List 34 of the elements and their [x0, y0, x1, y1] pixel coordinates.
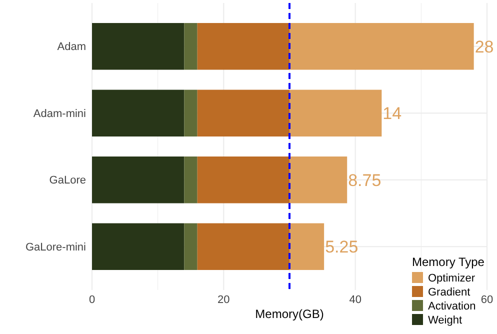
- bar: [92, 23, 184, 70]
- legend-label: Gradient: [428, 286, 470, 298]
- y-tick-label: GaLore: [49, 174, 86, 187]
- bar: [290, 90, 382, 136]
- bar: [290, 223, 324, 270]
- bar: [184, 90, 198, 136]
- data-label: 5.25: [325, 238, 358, 257]
- y-tick-label: Adam-mini: [33, 108, 86, 120]
- legend-label: Optimizer: [428, 272, 476, 284]
- bar: [197, 223, 290, 270]
- x-axis-title: Memory(GB): [255, 307, 324, 321]
- x-tick-label: 60: [480, 294, 494, 306]
- y-tick-label: Adam: [57, 41, 86, 54]
- data-label: 14: [382, 104, 402, 124]
- y-tick-label: GaLore-mini: [25, 241, 86, 254]
- bar: [290, 23, 474, 70]
- bar: [92, 156, 184, 204]
- bar: [197, 156, 290, 204]
- x-tick-label: 20: [218, 294, 230, 306]
- bar: [184, 223, 198, 270]
- legend-title: Memory Type: [412, 255, 485, 269]
- x-tick-label: 0: [88, 294, 96, 306]
- legend-label: Activation: [428, 300, 476, 312]
- bar: [184, 23, 198, 70]
- bar: [290, 156, 348, 204]
- bar: [92, 90, 184, 136]
- data-label: 8.75: [348, 170, 382, 190]
- legend-label: Weight: [428, 314, 462, 326]
- bar: [184, 156, 198, 204]
- data-label: 28: [474, 37, 494, 56]
- bar: [92, 223, 184, 270]
- x-tick-label: 40: [349, 294, 362, 306]
- bar: [197, 23, 290, 70]
- bar: [197, 90, 290, 136]
